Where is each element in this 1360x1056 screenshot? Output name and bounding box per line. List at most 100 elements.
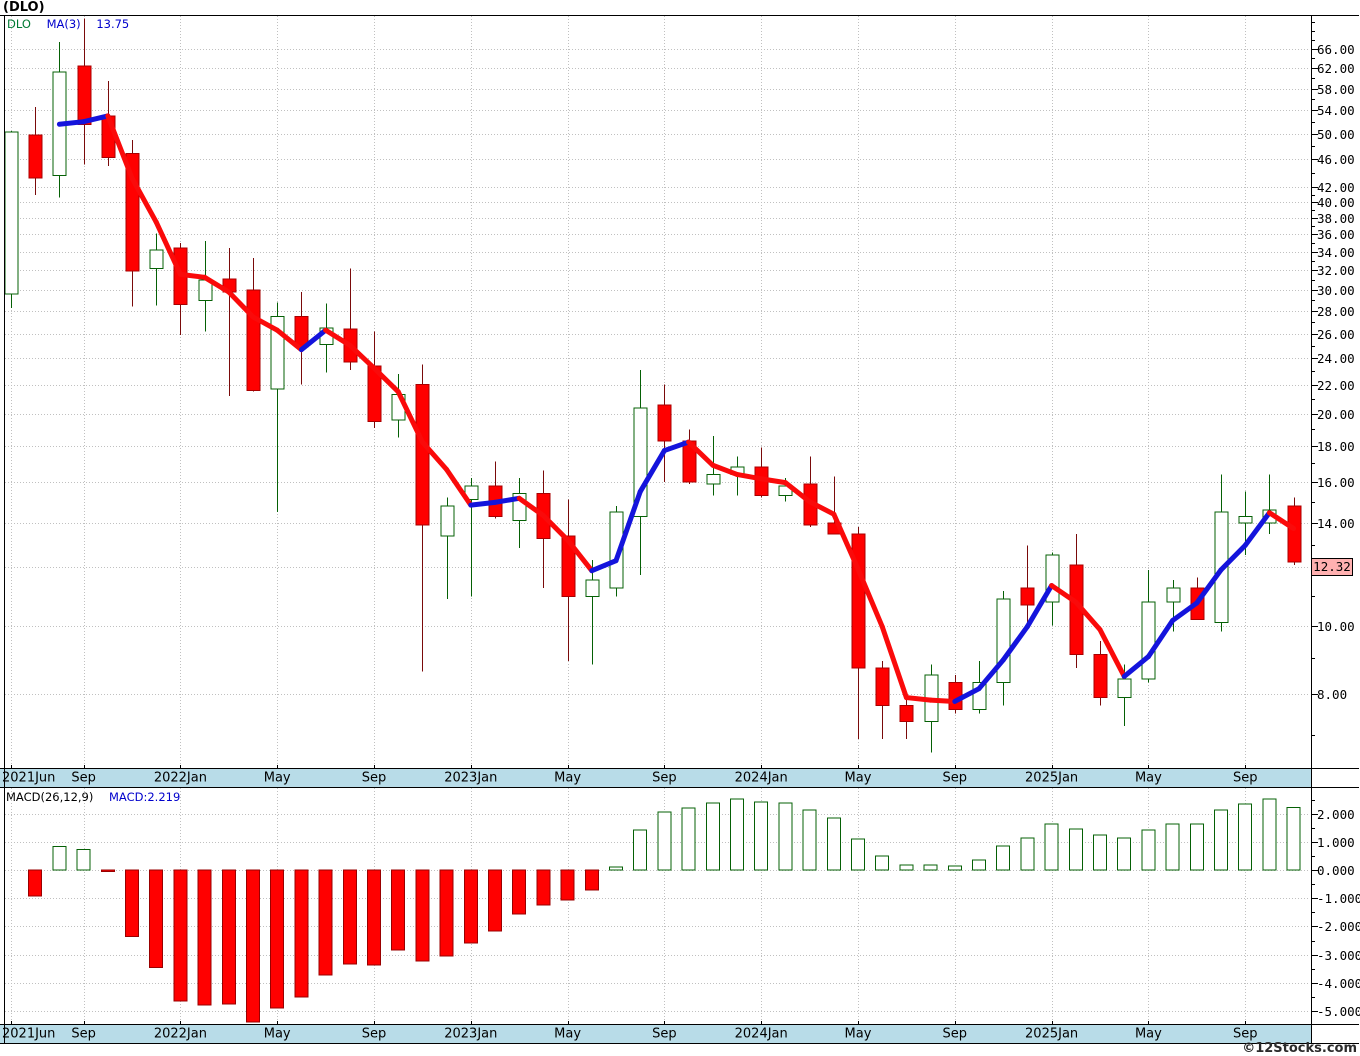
x-axis-labels: 2021Jun 2021Jun Sep Sep 2022Jan 2022Jan May May… xyxy=(2,765,1257,1042)
macd-bar xyxy=(657,811,672,871)
ma-segment xyxy=(468,499,498,508)
macd-bar xyxy=(851,838,865,871)
macd-bar xyxy=(28,869,43,897)
candle-body xyxy=(415,384,430,526)
chart-title: (DLO) xyxy=(3,0,45,15)
ma-segment xyxy=(395,389,425,445)
macd-bar xyxy=(294,869,309,998)
price-tick-label: 62.00 xyxy=(1317,61,1355,76)
ma-segment xyxy=(226,289,256,320)
candle-body xyxy=(899,704,914,723)
ma-segment xyxy=(371,365,401,395)
candle-body xyxy=(996,598,1011,683)
ma-segment xyxy=(1145,618,1176,660)
macd-bar xyxy=(1044,823,1059,871)
macd-bar xyxy=(1214,809,1228,871)
ma-segment xyxy=(565,537,595,574)
month-tick-label: Sep xyxy=(943,1027,968,1042)
candle-body xyxy=(149,249,164,269)
candle-body xyxy=(706,473,721,485)
candle-body xyxy=(609,511,624,589)
price-tick-label: 26.00 xyxy=(1317,327,1355,342)
price-tick-label: 54.00 xyxy=(1317,103,1355,118)
macd-bar xyxy=(560,869,575,901)
macd-bar xyxy=(1189,823,1204,871)
candle-body xyxy=(1093,653,1108,699)
price-tick-label: 20.00 xyxy=(1317,407,1355,422)
macd-bar xyxy=(367,869,381,966)
macd-bar xyxy=(391,869,406,951)
macd-tick-label: -2.000 xyxy=(1317,919,1360,934)
month-tick-label: 2023Jan xyxy=(444,771,497,786)
macd-tick-label: 1.000 xyxy=(1317,835,1355,850)
month-tick-label: 2024Jan xyxy=(735,1027,788,1042)
ma-segment xyxy=(1121,654,1151,679)
price-tick-label: 8.00 xyxy=(1317,687,1347,702)
price-tick-label: 30.00 xyxy=(1317,283,1355,298)
ma-segment xyxy=(129,175,159,225)
month-tick-label: Sep xyxy=(652,771,677,786)
price-tick-label: 24.00 xyxy=(1317,351,1355,366)
macd-bar xyxy=(1093,834,1107,871)
macd-bar xyxy=(754,801,769,871)
macd-bars xyxy=(28,798,1301,1023)
month-tick-label: May xyxy=(1135,1027,1162,1042)
macd-bar xyxy=(584,869,599,891)
month-tick-label: May xyxy=(264,1027,291,1042)
candle-body xyxy=(1141,601,1156,680)
legend-ma-value: 13.75 xyxy=(96,17,130,31)
macd-tick-label: 0.000 xyxy=(1317,863,1355,878)
macd-bar xyxy=(536,869,551,906)
macd-tick-label: 2.000 xyxy=(1317,807,1355,822)
price-tick-label: 42.00 xyxy=(1317,180,1355,195)
macd-bar xyxy=(1238,803,1253,871)
macd-bar xyxy=(463,869,478,944)
macd-bar xyxy=(125,869,139,937)
month-tick-label: 2022Jan xyxy=(154,1027,207,1042)
candle-body xyxy=(77,65,92,125)
macd-bar xyxy=(826,817,841,871)
ma-segment xyxy=(177,271,208,280)
month-tick-label: Sep xyxy=(362,771,387,786)
ma-segment xyxy=(734,471,764,482)
ma-segment xyxy=(1266,510,1297,531)
macd-axis: 2.000 1.000 0.000 -1.000 -2.000 -3.000 -4.000 -… xyxy=(1311,800,1360,1019)
macd-bar xyxy=(1165,823,1180,871)
macd-legend-label: MACD(26,12,9) xyxy=(6,790,94,804)
macd-bar xyxy=(730,798,744,871)
ma-segment xyxy=(492,495,522,505)
ma-segment xyxy=(1049,583,1079,605)
ma-segment xyxy=(250,314,280,333)
candle-body xyxy=(1117,678,1132,699)
ma-segment xyxy=(444,467,474,508)
macd-bar xyxy=(633,829,648,871)
candle-body xyxy=(561,535,576,597)
watermark: ©12Stocks.com xyxy=(1242,1041,1357,1056)
ma-segment xyxy=(661,439,692,454)
ma-segment xyxy=(613,489,643,564)
candle-body xyxy=(440,505,455,537)
ma-segment xyxy=(202,274,232,295)
ma-segment xyxy=(1170,600,1200,624)
price-tick-label: 14.00 xyxy=(1317,516,1355,531)
ma-segment xyxy=(758,476,788,486)
candle-body xyxy=(1166,587,1181,603)
ma-segment xyxy=(56,119,87,127)
ma-segment xyxy=(323,327,353,348)
month-tick-label: May xyxy=(1135,771,1162,786)
price-tick-label: 18.00 xyxy=(1317,439,1355,454)
ma-segment xyxy=(419,439,450,473)
macd-tick-label: -4.000 xyxy=(1317,976,1360,991)
month-tick-label: Sep xyxy=(652,1027,677,1042)
ma-segment xyxy=(1024,583,1055,630)
candle-body xyxy=(4,131,19,295)
ma-segment xyxy=(589,558,619,574)
ma-segment xyxy=(1097,627,1127,679)
month-tick-label: Sep xyxy=(362,1027,387,1042)
macd-bar xyxy=(173,869,188,1002)
candle-body xyxy=(657,404,672,442)
macd-bar xyxy=(76,849,91,871)
ma-segment xyxy=(1218,542,1248,573)
macd-bar xyxy=(972,859,986,871)
